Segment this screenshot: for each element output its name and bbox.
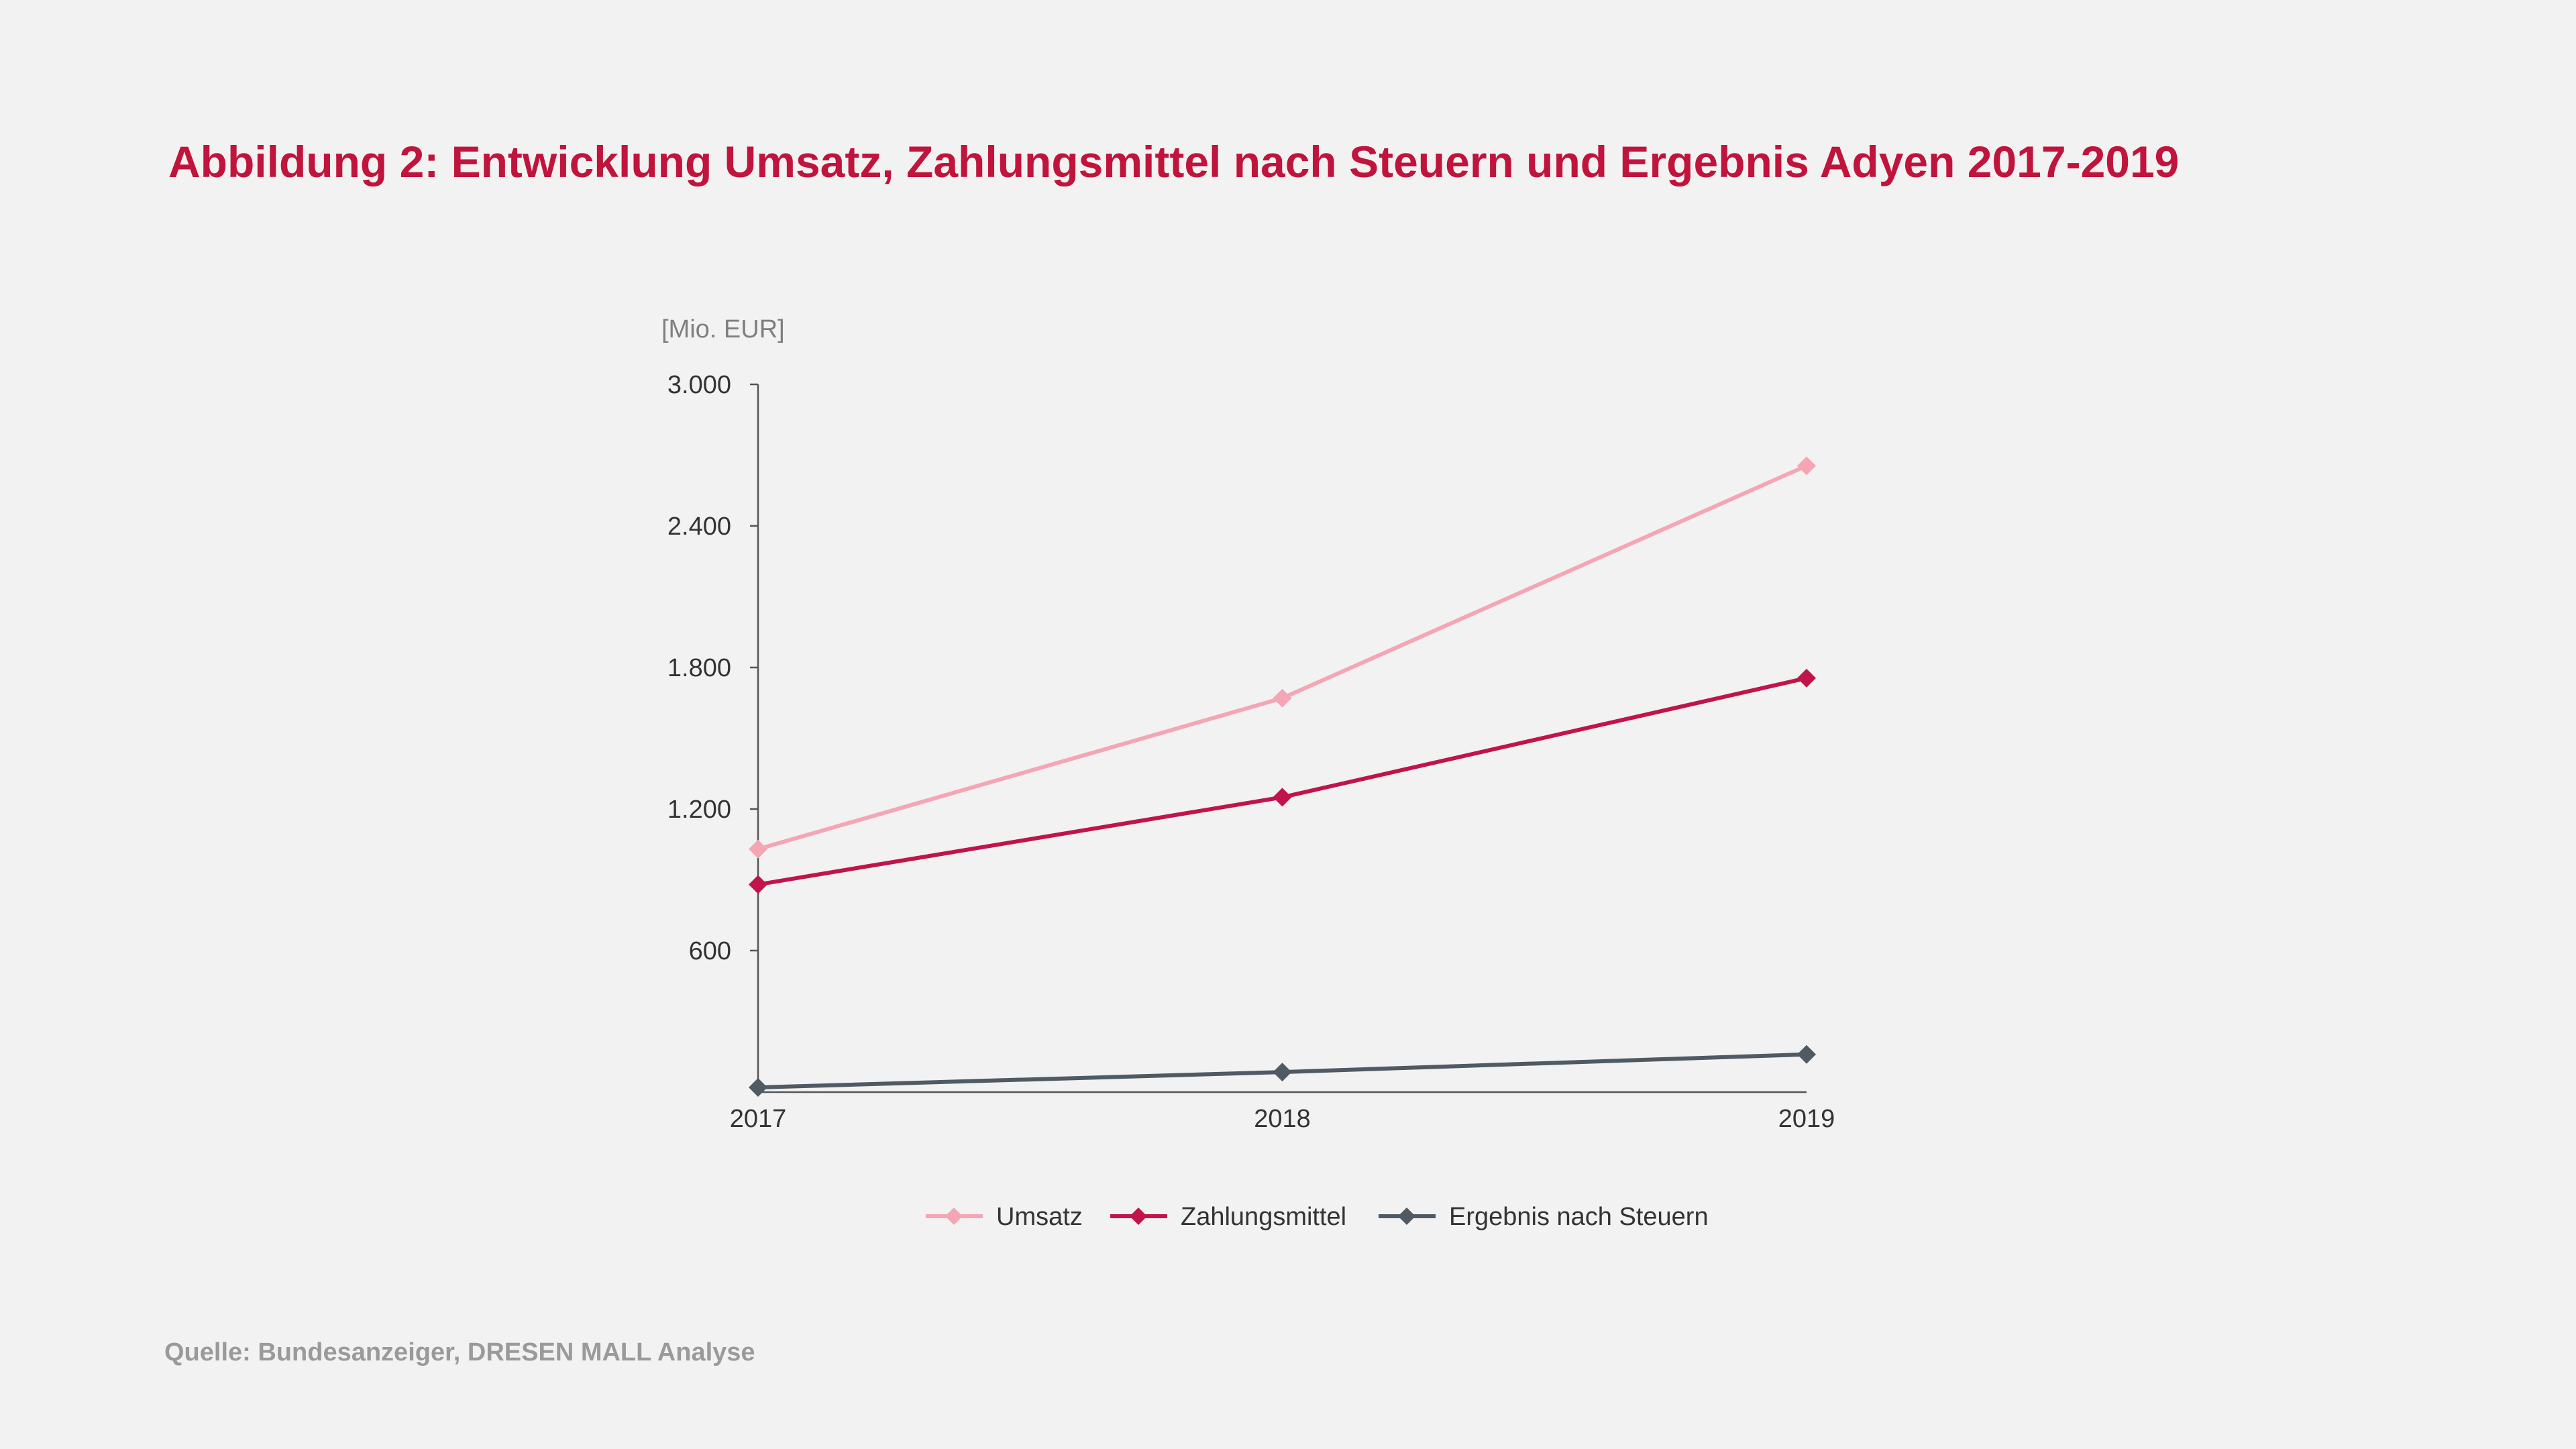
- legend-marker: [1130, 1208, 1147, 1225]
- y-tick-label: 1.200: [667, 796, 731, 824]
- legend: Umsatz Zahlungsmittel Ergebnis nach Steuer…: [926, 1203, 1709, 1231]
- data-point-marker: [1797, 668, 1816, 688]
- source-note: Quelle: Bundesanzeiger, DRESEN MALL Anal…: [164, 1338, 755, 1366]
- chart-title: Abbildung 2: Entwicklung Umsatz, Zahlung…: [168, 137, 2180, 186]
- x-tick-label: 2018: [1254, 1105, 1311, 1133]
- x-tick-label: 2017: [730, 1105, 787, 1133]
- y-tick-label: 2.400: [667, 513, 731, 541]
- data-point-marker: [1797, 1044, 1816, 1064]
- y-unit-label: [Mio. EUR]: [661, 315, 785, 343]
- y-tick-label: 600: [689, 937, 731, 965]
- y-tick-label: 3.000: [667, 371, 731, 399]
- series-group: [749, 668, 1816, 894]
- data-point-marker: [749, 1077, 767, 1097]
- legend-marker: [945, 1208, 963, 1225]
- data-point-marker: [749, 875, 767, 894]
- legend-marker: [1398, 1208, 1415, 1225]
- x-ticks: 2017 2018 2019: [730, 1105, 1835, 1133]
- series-group: [749, 1044, 1816, 1097]
- legend-label: Ergebnis nach Steuern: [1449, 1203, 1709, 1231]
- data-point-marker: [1273, 788, 1292, 807]
- axes: [757, 384, 1807, 1093]
- data-point-marker: [749, 839, 767, 859]
- series-line: [757, 676, 1807, 887]
- series-layer: [749, 456, 1816, 1097]
- data-point-marker: [1273, 688, 1292, 708]
- data-point-marker: [1273, 1063, 1292, 1082]
- y-tick-label: 1.800: [667, 654, 731, 682]
- legend-label: Zahlungsmittel: [1181, 1203, 1346, 1231]
- data-point-marker: [1797, 456, 1816, 476]
- y-ticks: 600 1.200 1.800 2.400 3.000: [667, 371, 758, 965]
- x-tick-label: 2019: [1778, 1105, 1835, 1133]
- series-group: [749, 456, 1816, 859]
- legend-label: Umsatz: [996, 1203, 1083, 1231]
